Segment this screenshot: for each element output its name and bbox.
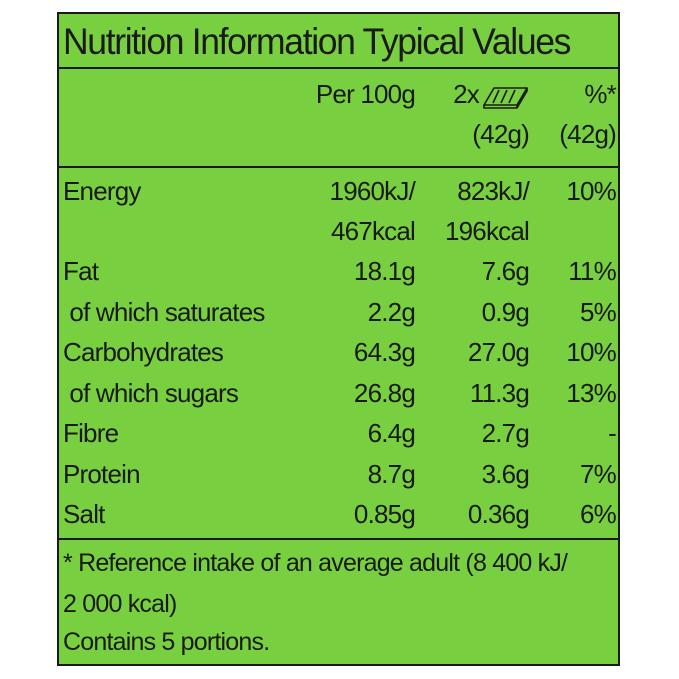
value-per-portion: 196kcal	[444, 216, 530, 246]
value-per-portion: 7.6g	[481, 256, 530, 286]
value-per-portion: 823kJ/	[457, 176, 530, 206]
header-percent-weight: (42g)	[559, 119, 617, 149]
header-per-100g: Per 100g	[315, 79, 416, 109]
value-reference-intake: 10%	[566, 176, 616, 206]
footnote-line-1: * Reference intake of an average adult (…	[63, 549, 568, 577]
value-per-100g: 1960kJ/	[329, 176, 416, 206]
value-per-portion: 3.6g	[481, 459, 530, 489]
nutrient-name: of which saturates	[63, 297, 265, 327]
nutrient-name: Salt	[63, 499, 105, 529]
value-per-100g: 8.7g	[367, 459, 416, 489]
value-per-100g: 2.2g	[367, 297, 416, 327]
value-reference-intake: 13%	[566, 378, 616, 408]
nutrient-name: Protein	[63, 459, 141, 489]
label-title: Nutrition Information Typical Values	[63, 21, 571, 62]
nutrient-name: Energy	[63, 176, 141, 206]
header-portion-count: 2x	[453, 79, 480, 109]
value-per-100g: 26.8g	[353, 378, 416, 408]
header-portion-weight: (42g)	[472, 119, 530, 149]
nutrient-name: Fibre	[63, 418, 119, 448]
value-per-100g: 0.85g	[353, 499, 416, 529]
header-divider	[59, 166, 618, 168]
value-reference-intake: -	[608, 418, 617, 448]
header-percent: %*	[584, 79, 616, 109]
value-per-portion: 0.36g	[467, 499, 530, 529]
snack-bar-icon	[481, 80, 529, 109]
value-reference-intake: 5%	[580, 297, 617, 327]
value-per-portion: 0.9g	[481, 297, 530, 327]
value-per-100g: 467kcal	[330, 216, 416, 246]
value-per-100g: 18.1g	[353, 256, 416, 286]
nutrition-label: Nutrition Information Typical Values Per…	[57, 12, 620, 666]
value-reference-intake: 10%	[566, 337, 616, 367]
header-portion: 2x	[439, 74, 529, 114]
nutrient-name: of which sugars	[63, 378, 239, 408]
nutrient-name: Carbohydrates	[63, 337, 224, 367]
value-per-100g: 64.3g	[353, 337, 416, 367]
title-divider	[59, 67, 618, 69]
nutrient-name: Fat	[63, 256, 99, 286]
value-per-portion: 11.3g	[469, 378, 530, 408]
value-reference-intake	[539, 211, 616, 251]
value-reference-intake: 6%	[580, 499, 617, 529]
footnote-line-2: 2 000 kcal)	[63, 590, 177, 618]
value-per-100g: 6.4g	[367, 418, 416, 448]
value-per-portion: 2.7g	[481, 418, 530, 448]
value-per-portion: 27.0g	[467, 337, 530, 367]
value-reference-intake: 11%	[568, 256, 617, 286]
footnote-line-3: Contains 5 portions.	[63, 628, 270, 656]
footer-divider	[59, 538, 618, 540]
value-reference-intake: 7%	[580, 459, 617, 489]
